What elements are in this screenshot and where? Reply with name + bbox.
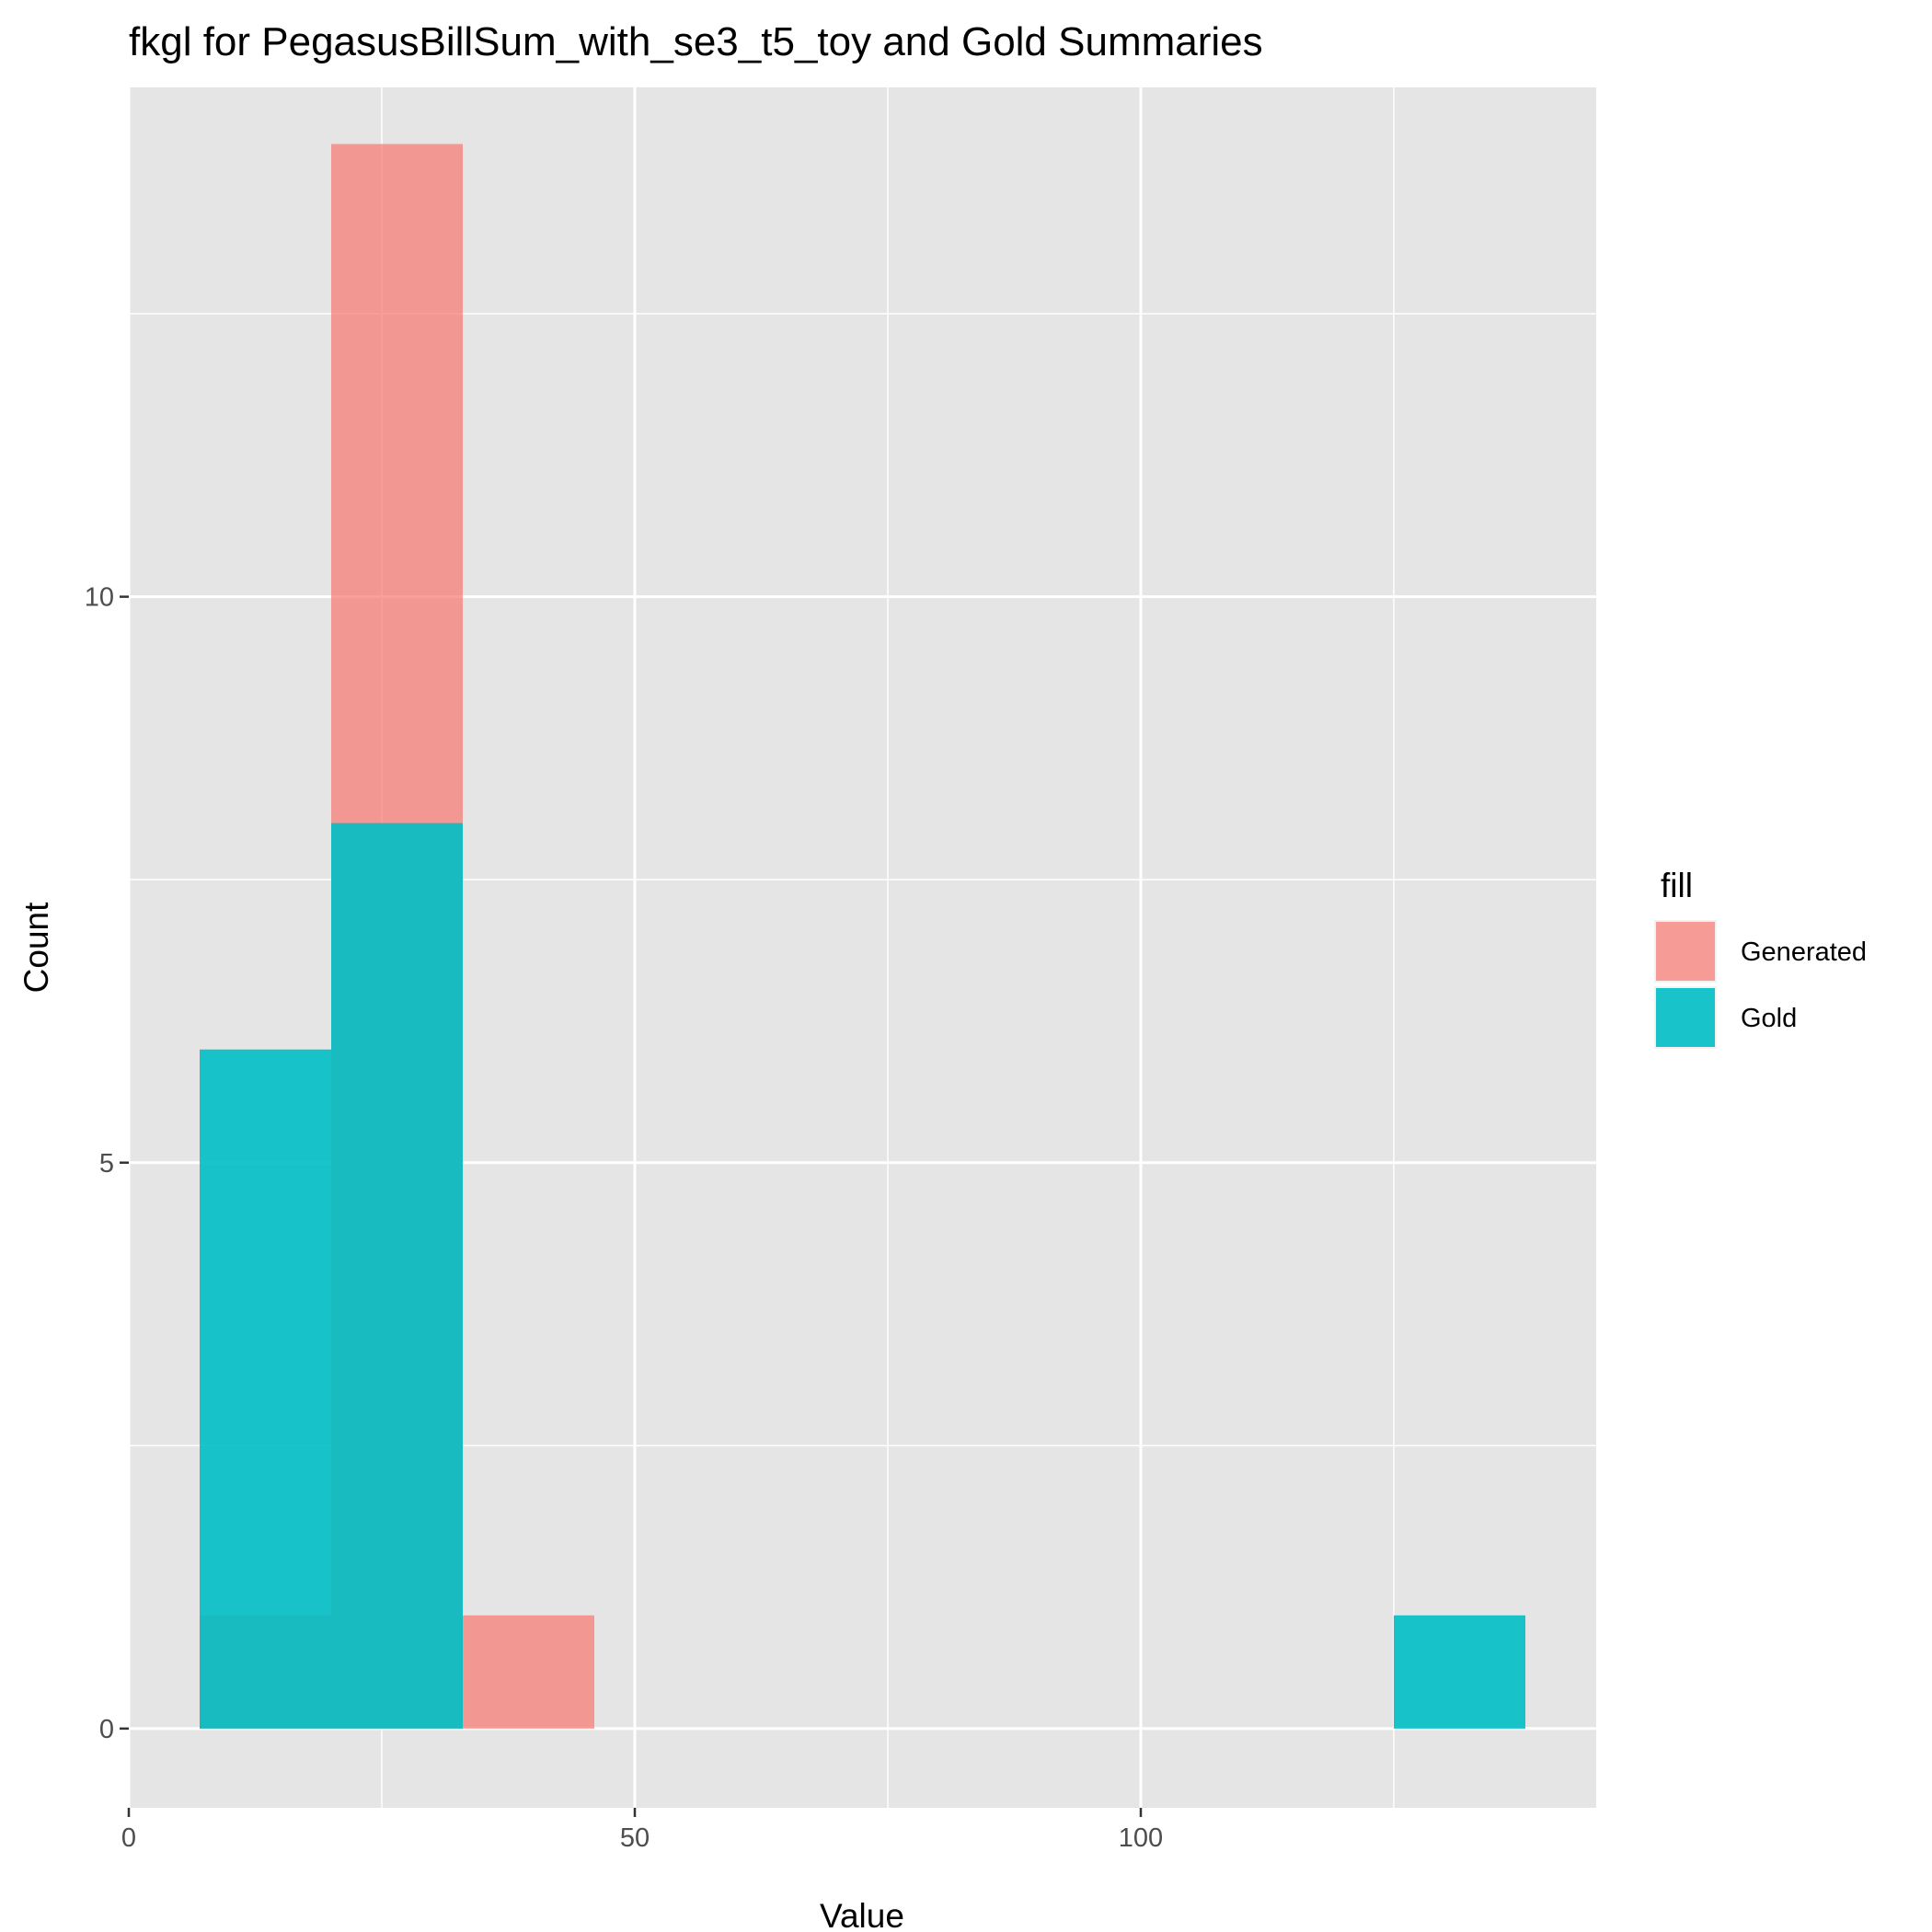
histogram-bars	[200, 144, 1525, 1729]
legend-title: fill	[1661, 867, 1693, 904]
bar-gold-0	[200, 1049, 331, 1729]
legend-label-generated: Generated	[1741, 937, 1867, 967]
legend-items: Generated Gold	[1654, 920, 1867, 1049]
y-tick-label: 0	[99, 1715, 114, 1744]
bar-generated-2	[463, 1615, 594, 1729]
x-tick-label: 100	[1119, 1823, 1163, 1853]
y-axis-ticks: 0 5 10	[85, 583, 129, 1744]
legend-key-gold	[1656, 988, 1715, 1047]
bar-gold-3	[1394, 1615, 1525, 1729]
legend-label-gold: Gold	[1741, 1004, 1797, 1033]
legend: fill Generated Gold	[1654, 867, 1867, 1049]
y-tick-label: 10	[85, 583, 114, 613]
bar-gold-1	[331, 822, 463, 1729]
legend-key-generated	[1656, 922, 1715, 981]
y-tick-label: 5	[99, 1149, 114, 1179]
x-tick-label: 50	[620, 1823, 650, 1853]
x-axis-title: Value	[820, 1897, 904, 1932]
y-axis-title: Count	[17, 902, 55, 993]
x-tick-label: 0	[121, 1823, 136, 1853]
chart-title: fkgl for PegasusBillSum_with_se3_t5_toy …	[129, 19, 1263, 64]
x-axis-ticks: 0 50 100	[121, 1808, 1163, 1853]
